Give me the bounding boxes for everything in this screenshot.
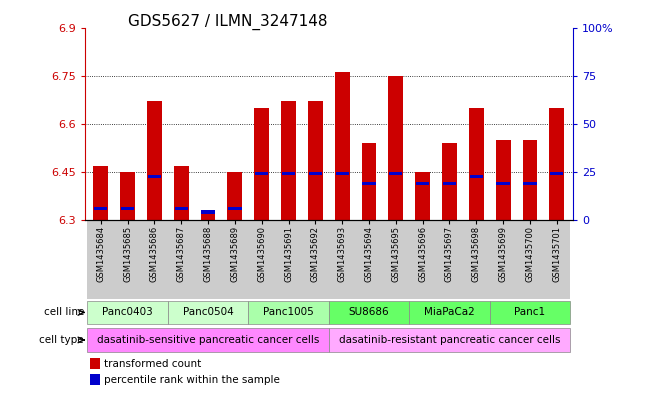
Bar (281, 101, 296, 220)
Bar (229, 207, 242, 211)
Text: SU8686: SU8686 (349, 307, 389, 318)
Bar (90, 358, 100, 369)
Bar (550, 172, 563, 175)
Text: dasatinib-sensitive pancreatic cancer cells: dasatinib-sensitive pancreatic cancer ce… (97, 335, 319, 345)
Text: percentile rank within the sample: percentile rank within the sample (104, 375, 280, 384)
Bar (309, 172, 322, 175)
Bar (389, 76, 403, 220)
Bar (168, 301, 248, 324)
Bar (416, 182, 429, 185)
Text: Panc1005: Panc1005 (263, 307, 314, 318)
Bar (469, 175, 483, 178)
Bar (497, 182, 510, 185)
Text: Panc0403: Panc0403 (102, 307, 153, 318)
Bar (201, 211, 215, 220)
Bar (549, 108, 564, 220)
Bar (389, 172, 402, 175)
Text: cell type: cell type (40, 335, 84, 345)
Bar (121, 207, 134, 211)
Bar (227, 172, 242, 220)
Bar (329, 328, 570, 352)
Bar (120, 172, 135, 220)
Bar (335, 72, 350, 220)
Bar (147, 101, 161, 220)
Bar (335, 172, 349, 175)
Bar (469, 108, 484, 220)
Bar (93, 165, 108, 220)
Text: cell line: cell line (44, 307, 84, 318)
Bar (443, 182, 456, 185)
Text: MiaPaCa2: MiaPaCa2 (424, 307, 475, 318)
Bar (87, 301, 168, 324)
Bar (174, 207, 188, 211)
Bar (255, 172, 268, 175)
Bar (90, 374, 100, 385)
Bar (255, 108, 269, 220)
Bar (87, 328, 329, 352)
Bar (442, 143, 457, 220)
Bar (415, 172, 430, 220)
Text: Panc1: Panc1 (514, 307, 546, 318)
Bar (329, 301, 409, 324)
Bar (361, 143, 376, 220)
Bar (94, 207, 107, 211)
Bar (490, 301, 570, 324)
Text: GDS5627 / ILMN_3247148: GDS5627 / ILMN_3247148 (128, 14, 327, 30)
Bar (308, 101, 323, 220)
Bar (409, 301, 490, 324)
Bar (523, 140, 537, 220)
Text: dasatinib-resistant pancreatic cancer cells: dasatinib-resistant pancreatic cancer ce… (339, 335, 561, 345)
Text: transformed count: transformed count (104, 358, 201, 369)
Bar (148, 175, 161, 178)
Bar (523, 182, 536, 185)
Bar (496, 140, 510, 220)
Text: Panc0504: Panc0504 (183, 307, 234, 318)
Bar (201, 211, 215, 214)
Bar (363, 182, 376, 185)
Bar (248, 301, 329, 324)
Bar (174, 165, 189, 220)
Bar (282, 172, 295, 175)
